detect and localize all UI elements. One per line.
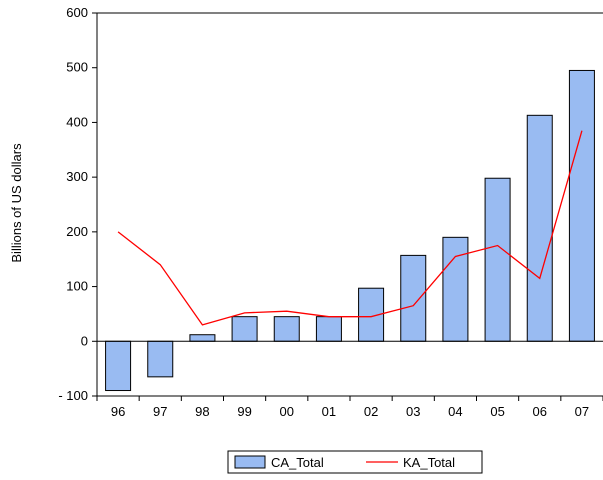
bar-ca-total <box>442 236 469 342</box>
legend-box <box>227 450 483 474</box>
x-tick-label: 96 <box>111 404 125 419</box>
bar-ca-total <box>400 254 427 342</box>
bar-ca-total <box>189 334 216 342</box>
y-tick-label: 100 <box>66 279 88 294</box>
x-tick-label: 05 <box>490 404 504 419</box>
line-ka-total <box>117 130 583 326</box>
bar-ca-total <box>315 316 342 342</box>
y-tick-label: 300 <box>66 169 88 184</box>
bar-ca-total <box>147 340 174 378</box>
x-tick-label: 04 <box>448 404 462 419</box>
x-tick-label: 98 <box>195 404 209 419</box>
x-tick-label: 00 <box>280 404 294 419</box>
y-axis-title: Billions of US dollars <box>9 143 24 263</box>
y-tick-label: 400 <box>66 114 88 129</box>
x-tick-label: 01 <box>322 404 336 419</box>
legend-label-ka-total: KA_Total <box>403 455 455 470</box>
bar-ca-total <box>484 177 511 342</box>
y-tick-label: 500 <box>66 60 88 75</box>
x-tick-label: 97 <box>153 404 167 419</box>
x-tick-label: 03 <box>406 404 420 419</box>
legend: CA_Total KA_Total <box>227 450 483 474</box>
y-tick-label: 0 <box>81 333 88 348</box>
y-tick-label: 600 <box>66 5 88 20</box>
bar-ca-total <box>568 69 595 342</box>
x-tick-label: 07 <box>575 404 589 419</box>
x-tick-label: 99 <box>237 404 251 419</box>
bar-ca-total <box>231 316 258 342</box>
bar-ca-total <box>273 316 300 342</box>
bar-ca-total <box>526 114 553 342</box>
legend-label-ca-total: CA_Total <box>271 455 324 470</box>
x-tick-label: 02 <box>364 404 378 419</box>
x-tick-label: 06 <box>533 404 547 419</box>
y-tick-label: 200 <box>66 224 88 239</box>
legend-swatch-ca-total <box>234 455 266 469</box>
y-tick-label: - 100 <box>58 388 88 403</box>
bar-ca-total <box>105 340 132 392</box>
